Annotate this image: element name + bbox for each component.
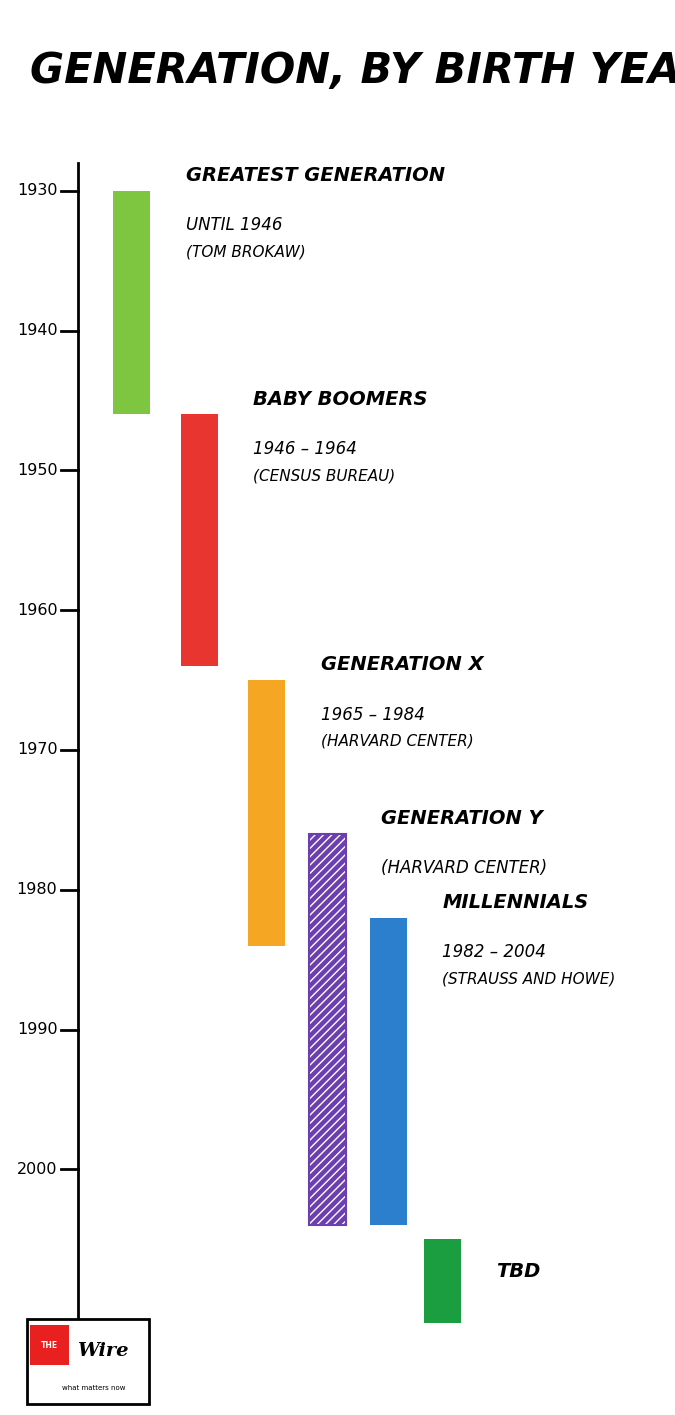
Text: 1980: 1980 (17, 883, 57, 897)
Text: 1950: 1950 (17, 463, 57, 478)
Text: (HARVARD CENTER): (HARVARD CENTER) (321, 734, 473, 749)
Bar (370, 918, 406, 1225)
Text: 1960: 1960 (17, 603, 57, 617)
Bar (30, 1324, 70, 1365)
Text: 1982 – 2004: 1982 – 2004 (442, 944, 546, 961)
Text: 1965 – 1984: 1965 – 1984 (321, 706, 425, 723)
Bar (113, 191, 150, 415)
Text: Wire: Wire (76, 1341, 128, 1360)
Text: 1970: 1970 (17, 743, 57, 757)
Text: THE: THE (41, 1340, 58, 1350)
Text: 2000: 2000 (17, 1162, 57, 1177)
Text: (STRAUSS AND HOWE): (STRAUSS AND HOWE) (442, 972, 616, 986)
Text: GREATEST GENERATION: GREATEST GENERATION (186, 166, 445, 185)
Bar (424, 1240, 461, 1323)
Text: (HARVARD CENTER): (HARVARD CENTER) (381, 859, 547, 877)
Text: TBD: TBD (496, 1262, 541, 1281)
Text: GENERATION, BY BIRTH YEAR: GENERATION, BY BIRTH YEAR (30, 50, 675, 92)
Bar (180, 415, 217, 666)
Text: MILLENNIALS: MILLENNIALS (442, 893, 589, 913)
Bar (27, 1319, 148, 1404)
Text: 1940: 1940 (17, 323, 57, 338)
Bar (308, 833, 346, 1225)
Text: GENERATION Y: GENERATION Y (381, 809, 543, 828)
Text: GENERATION X: GENERATION X (321, 655, 483, 675)
Text: (CENSUS BUREAU): (CENSUS BUREAU) (253, 468, 396, 483)
Text: 1930: 1930 (17, 183, 57, 198)
Text: 1990: 1990 (17, 1022, 57, 1037)
Bar (248, 681, 285, 945)
Text: 1946 – 1964: 1946 – 1964 (253, 440, 357, 458)
Text: what matters now: what matters now (62, 1385, 126, 1391)
Text: BABY BOOMERS: BABY BOOMERS (253, 389, 428, 409)
Text: (TOM BROKAW): (TOM BROKAW) (186, 245, 305, 259)
Bar (308, 833, 346, 1225)
Text: UNTIL 1946: UNTIL 1946 (186, 216, 282, 233)
